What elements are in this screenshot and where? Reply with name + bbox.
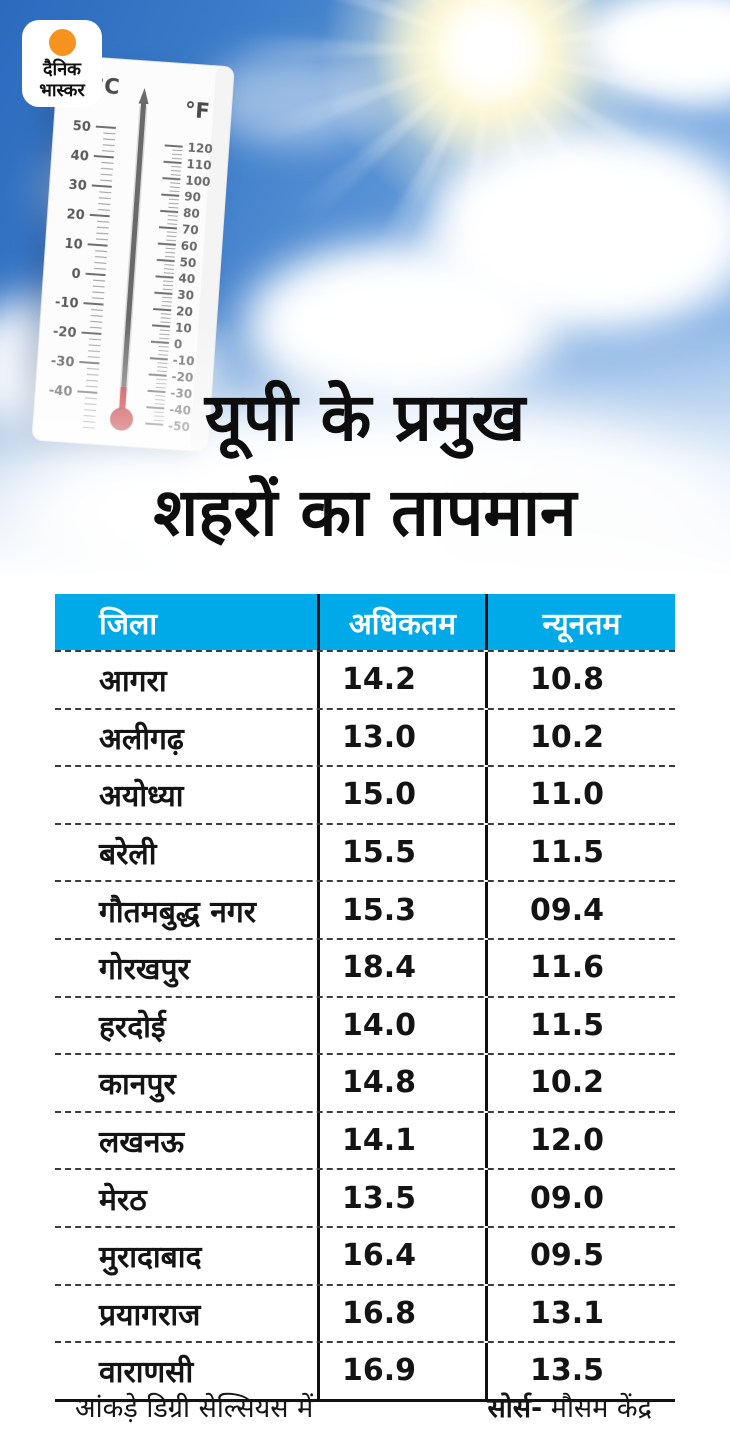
table-cell-district: गोरखपुर [99,952,190,988]
svg-text:0: 0 [71,267,81,283]
svg-text:90: 90 [184,190,202,205]
svg-text:70: 70 [181,222,199,237]
table-cell-max: 14.0 [317,997,485,1054]
title-line1: यूपी के प्रमुख [204,379,526,456]
table-cell-district: बरेली [99,837,157,873]
table-cell-min: 12.0 [485,1112,675,1169]
table-cell-district: गौतमबुद्ध नगर [99,894,257,930]
svg-text:-10: -10 [54,295,78,312]
svg-text:120: 120 [187,141,213,157]
svg-text:10: 10 [64,237,83,253]
svg-text:50: 50 [179,255,197,270]
table-cell-min: 13.5 [485,1343,675,1399]
table-cell-min: 10.2 [485,709,675,766]
table-cell-min: 09.0 [485,1170,675,1226]
table-cell-max: 14.2 [317,652,485,708]
unit-note: आंकड़े डिग्री सेल्सियस में [75,1393,314,1424]
table-cell-min: 11.5 [485,997,675,1054]
table-cell-district: अयोध्या [99,779,184,815]
table-cell-max: 13.0 [317,709,485,766]
table-cell-max: 13.5 [317,1170,485,1226]
table-cell-min: 13.1 [485,1285,675,1342]
table-row: मेरठ 13.5 09.0 [55,1168,675,1226]
source-label: सोर्स- [487,1393,543,1424]
thermometer-column [121,101,147,390]
table-cell-min: 11.5 [485,824,675,881]
logo-text-line2: भास्कर [39,80,85,101]
table-row: वाराणसी 16.9 13.5 [55,1341,675,1399]
source-value: मौसम केंद्र [550,1393,652,1424]
table-cell-max: 14.1 [317,1112,485,1169]
table-body: आगरा 14.2 10.8 अलीगढ़ 13.0 10.2 अयोध्या 15.0 11.… [55,650,675,1399]
table-row: बरेली 15.5 11.5 [55,822,675,881]
footer: आंकड़े डिग्री सेल्सियस में सोर्स- मौसम क… [0,1388,730,1425]
table-cell-max: 16.9 [317,1343,485,1399]
table-cell-district: अलीगढ़ [99,721,184,757]
header-min: न्यूनतम [485,594,675,650]
svg-text:40: 40 [70,148,89,164]
table-cell-district: प्रयागराज [99,1297,201,1333]
table-cell-max: 18.4 [317,939,485,996]
table-row: मुरादाबाद 16.4 09.5 [55,1225,675,1284]
table-header-row: जिला अधिकतम न्यूनतम [55,594,675,650]
table-cell-district: मुरादाबाद [99,1240,202,1276]
table-cell-max: 14.8 [317,1055,485,1111]
svg-text:40: 40 [178,271,196,286]
table-cell-min: 10.2 [485,1055,675,1111]
table-cell-max: 15.3 [317,882,485,938]
table-cell-min: 09.4 [485,882,675,938]
logo-text-line1: दैनिक [42,59,82,80]
source-note: सोर्स- मौसम केंद्र [488,1388,653,1425]
svg-text:20: 20 [176,304,194,319]
table-cell-district: आगरा [99,664,167,700]
table-row: प्रयागराज 16.8 13.1 [55,1283,675,1342]
header-max: अधिकतम [317,594,485,650]
table-cell-max: 16.8 [317,1285,485,1342]
table-row: आगरा 14.2 10.8 [55,650,675,708]
table-cell-max: 16.4 [317,1227,485,1284]
table-cell-max: 15.5 [317,824,485,881]
fahrenheit-symbol: °F [184,98,210,124]
brand-logo: दैनिक भास्कर [22,20,102,107]
page-title: यूपी के प्रमुख शहरों का तापमान [0,370,730,560]
table-cell-district: लखनऊ [99,1125,185,1161]
table-row: अयोध्या 15.0 11.0 [55,765,675,823]
table-row: गोरखपुर 18.4 11.6 [55,937,675,996]
svg-text:30: 30 [68,178,87,194]
table-cell-district: वाराणसी [99,1355,194,1391]
table-row: गौतमबुद्ध नगर 15.3 09.4 [55,880,675,938]
svg-text:20: 20 [66,207,85,223]
header-district: जिला [99,606,158,642]
table-cell-min: 09.5 [485,1227,675,1284]
svg-text:30: 30 [177,288,195,303]
svg-text:60: 60 [180,239,198,254]
title-line2: शहरों का तापमान [153,474,577,551]
svg-text:110: 110 [186,157,212,173]
logo-sun-dot [48,29,76,56]
svg-text:100: 100 [185,173,211,189]
svg-text:80: 80 [183,206,201,221]
table-cell-max: 15.0 [317,767,485,823]
temperature-table: जिला अधिकतम न्यूनतम आगरा 14.2 10.8 अलीगढ़ 13… [55,594,675,1402]
table-cell-district: कानपुर [99,1067,176,1103]
table-cell-min: 11.0 [485,767,675,823]
table-row: अलीगढ़ 13.0 10.2 [55,707,675,766]
table-cell-district: हरदोई [99,1009,166,1045]
table-cell-min: 10.8 [485,652,675,708]
table-row: हरदोई 14.0 11.5 [55,995,675,1054]
table-row: कानपुर 14.8 10.2 [55,1053,675,1111]
svg-text:50: 50 [72,119,91,135]
table-row: लखनऊ 14.1 12.0 [55,1110,675,1169]
table-cell-district: मेरठ [99,1182,147,1218]
table-cell-min: 11.6 [485,939,675,996]
